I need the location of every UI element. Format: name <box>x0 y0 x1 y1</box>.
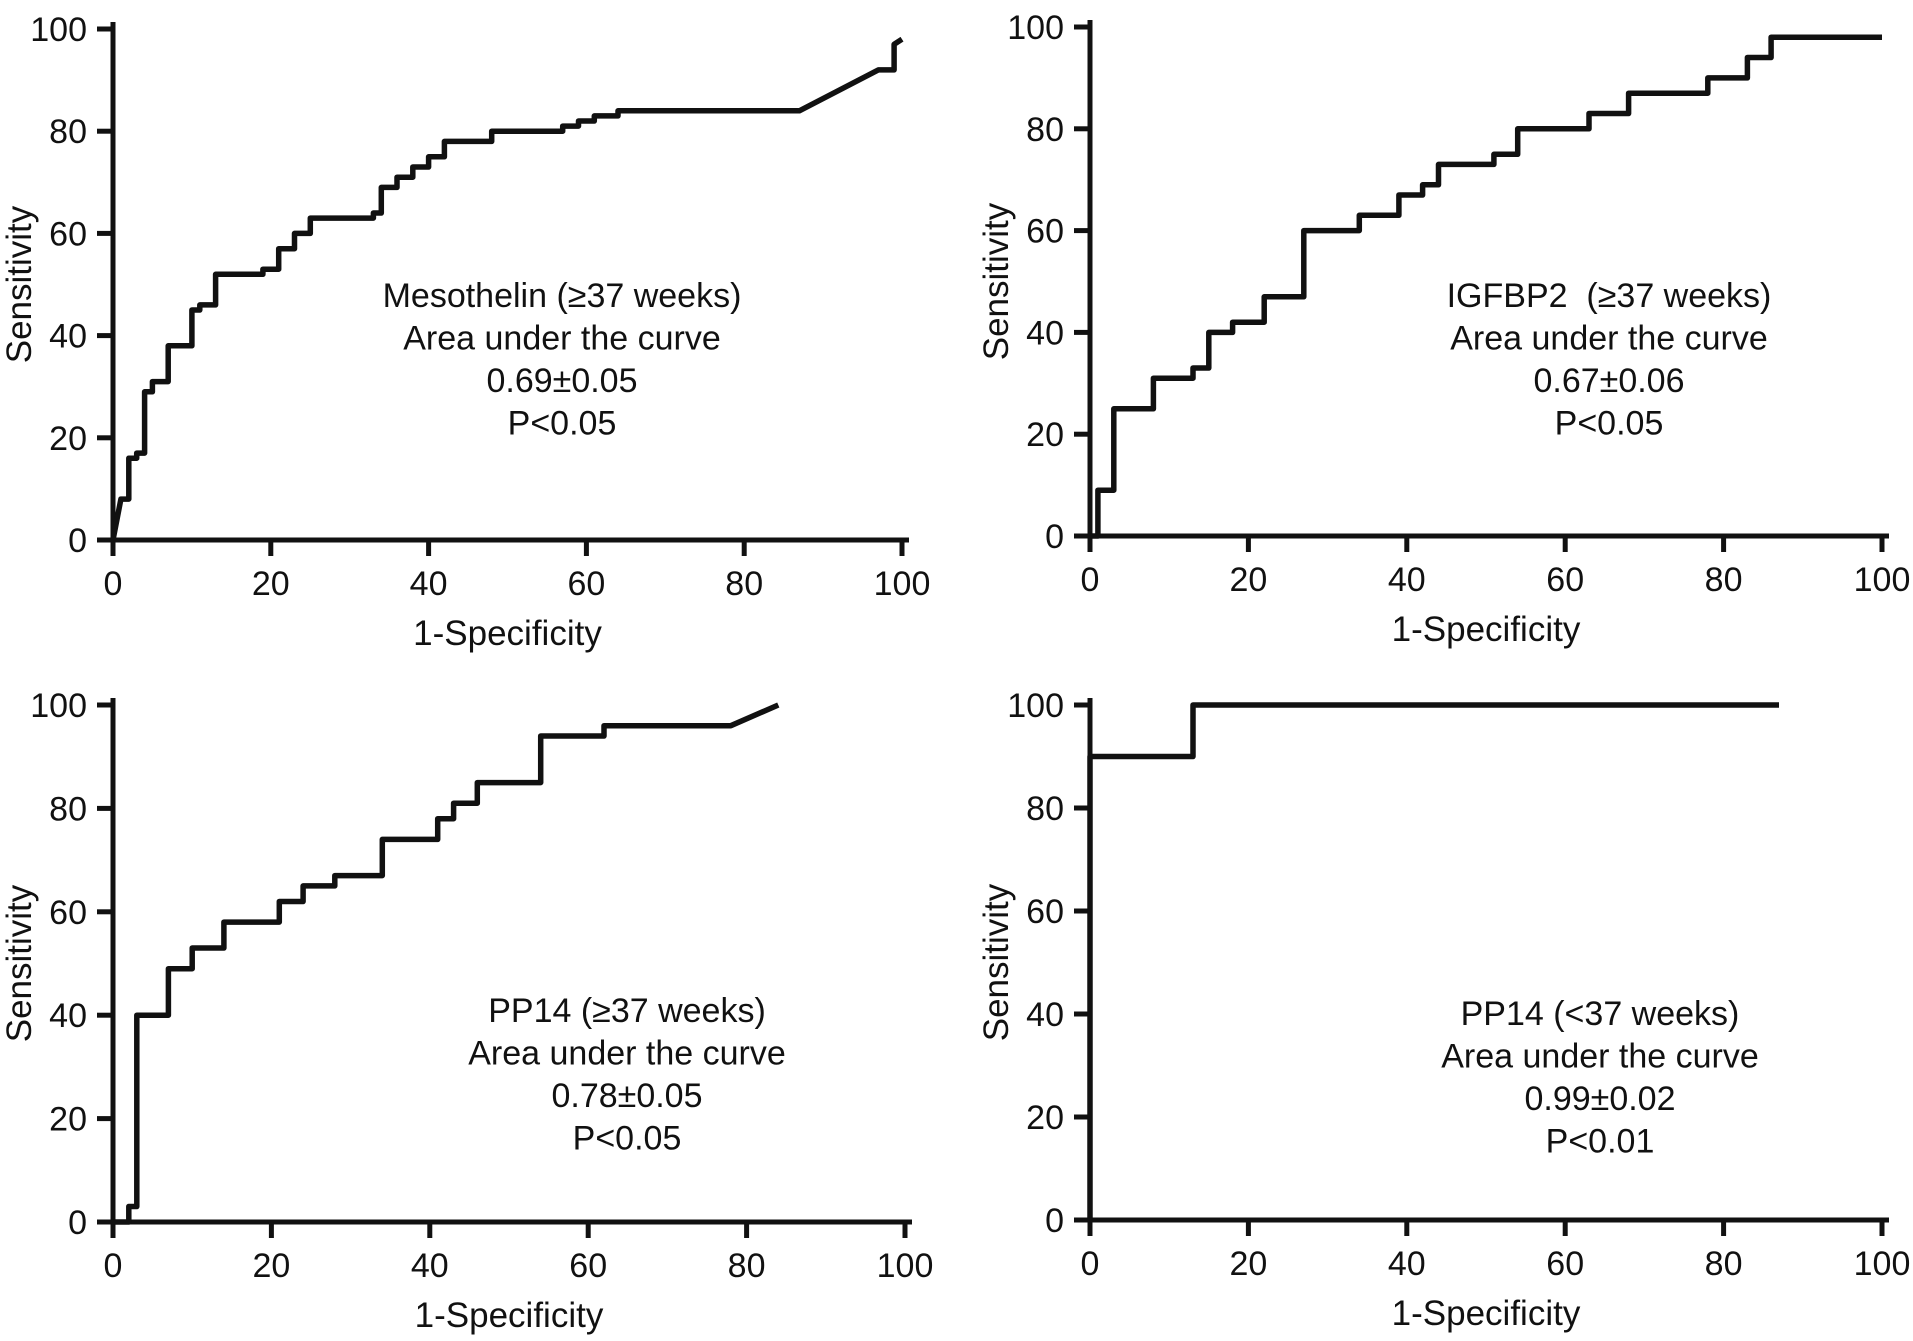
x-tick-label: 60 <box>1546 561 1584 599</box>
y-tick-label: 80 <box>49 113 87 151</box>
x-tick-label: 100 <box>1854 561 1911 599</box>
x-tick-label: 80 <box>725 565 763 603</box>
y-tick-label: 60 <box>49 894 87 932</box>
y-tick-label: 100 <box>1007 9 1064 47</box>
y-tick-label: 100 <box>30 687 87 725</box>
x-tick-label: 60 <box>1546 1245 1584 1283</box>
x-tick-label: 100 <box>874 565 931 603</box>
annotation-line-2: Area under the curve <box>1450 320 1768 358</box>
x-axis-title: 1-Specificity <box>1392 610 1581 649</box>
y-tick-label: 40 <box>49 318 87 356</box>
annotation-line-4: P<0.05 <box>573 1120 682 1158</box>
y-tick-label: 0 <box>68 1204 87 1242</box>
y-axis-title: Sensitivity <box>977 883 1016 1041</box>
x-tick-label: 20 <box>1229 1245 1267 1283</box>
y-axis-title: Sensitivity <box>0 884 39 1042</box>
y-tick-label: 100 <box>30 11 87 49</box>
x-tick-label: 60 <box>569 1247 607 1285</box>
x-tick-label: 20 <box>1229 561 1267 599</box>
x-tick-label: 40 <box>410 565 448 603</box>
roc-panel-bottom-right: 0 20 40 60 80 100 0 20 40 60 80 100 1-Specificity Sen… <box>977 687 1911 1333</box>
y-tick-label: 100 <box>1007 687 1064 725</box>
annotation-line-4: P<0.05 <box>508 405 617 443</box>
y-tick-label: 80 <box>1026 790 1064 828</box>
annotation-line-1: PP14 (≥37 weeks) <box>488 992 766 1030</box>
roc-panel-top-left: 0 20 40 60 80 100 0 20 40 60 80 100 1-Specificity Sen… <box>0 11 931 653</box>
y-tick-label: 20 <box>1026 416 1064 454</box>
annotation-line-3: 0.78±0.05 <box>551 1077 702 1115</box>
y-tick-label: 40 <box>1026 314 1064 352</box>
y-tick-label: 0 <box>1045 1202 1064 1240</box>
x-tick-label: 40 <box>411 1247 449 1285</box>
y-tick-label: 60 <box>1026 213 1064 251</box>
x-tick-label: 80 <box>728 1247 766 1285</box>
x-axis-title: 1-Specificity <box>413 614 602 653</box>
annotation-line-3: 0.67±0.06 <box>1533 362 1684 400</box>
annotation-line-4: P<0.01 <box>1546 1123 1655 1161</box>
x-tick-label: 0 <box>104 1247 123 1285</box>
y-tick-label: 60 <box>49 215 87 253</box>
x-tick-label: 40 <box>1388 561 1426 599</box>
roc-curve-bottom-right <box>1087 702 1779 1220</box>
annotation-line-2: Area under the curve <box>403 320 721 358</box>
annotation-line-3: 0.99±0.02 <box>1524 1080 1675 1118</box>
y-tick-label: 0 <box>1045 518 1064 556</box>
x-tick-label: 20 <box>252 1247 290 1285</box>
x-tick-label: 0 <box>1081 561 1100 599</box>
annotation-line-2: Area under the curve <box>468 1035 786 1073</box>
y-tick-label: 20 <box>1026 1099 1064 1137</box>
x-tick-label: 100 <box>877 1247 934 1285</box>
y-tick-label: 20 <box>49 1101 87 1139</box>
roc-curve-top-right <box>1090 34 1882 539</box>
x-tick-label: 60 <box>567 565 605 603</box>
x-axis-title: 1-Specificity <box>1392 1294 1581 1333</box>
y-tick-label: 20 <box>49 420 87 458</box>
x-tick-label: 80 <box>1705 561 1743 599</box>
x-tick-label: 20 <box>252 565 290 603</box>
x-tick-label: 40 <box>1388 1245 1426 1283</box>
annotation-line-1: PP14 (<37 weeks) <box>1461 995 1740 1033</box>
y-tick-label: 40 <box>49 997 87 1035</box>
roc-panel-bottom-left: 0 20 40 60 80 100 0 20 40 60 80 100 1-Specificity Sen… <box>0 687 934 1335</box>
y-tick-label: 40 <box>1026 996 1064 1034</box>
annotation-line-1: Mesothelin (≥37 weeks) <box>383 277 742 315</box>
y-axis-title: Sensitivity <box>977 202 1016 360</box>
roc-panel-top-right: 0 20 40 60 80 100 0 20 40 60 80 100 1-Specificity Sen… <box>977 9 1911 649</box>
annotation-line-2: Area under the curve <box>1441 1038 1759 1076</box>
annotation-line-4: P<0.05 <box>1555 405 1664 443</box>
annotation-line-3: 0.69±0.05 <box>486 362 637 400</box>
annotation-line-1: IGFBP2 (≥37 weeks) <box>1447 277 1772 315</box>
x-axis-title: 1-Specificity <box>415 1296 604 1335</box>
y-tick-label: 80 <box>49 790 87 828</box>
x-tick-label: 100 <box>1854 1245 1911 1283</box>
roc-curve-top-left <box>110 36 904 541</box>
x-tick-label: 80 <box>1705 1245 1743 1283</box>
y-axis-title: Sensitivity <box>0 205 39 363</box>
x-tick-label: 0 <box>104 565 123 603</box>
roc-curve-bottom-left <box>113 702 780 1225</box>
y-tick-label: 80 <box>1026 111 1064 149</box>
x-tick-label: 0 <box>1081 1245 1100 1283</box>
y-tick-label: 0 <box>68 522 87 560</box>
y-tick-label: 60 <box>1026 893 1064 931</box>
